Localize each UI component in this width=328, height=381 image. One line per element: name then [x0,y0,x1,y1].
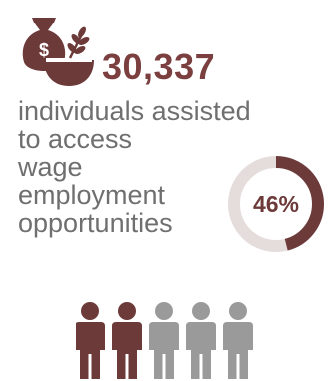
description-line: wage [18,152,83,182]
person-gray [223,302,253,379]
person-highlighted [76,302,105,379]
description-text: individuals assisted to access wage empl… [18,97,288,237]
donut-progress-arc [228,156,324,252]
person-gray [149,302,179,379]
description-line: to access [18,124,133,154]
money-bag-wheat-icon: $ [22,18,94,86]
percentage-label: 46% [252,190,300,217]
assisted-count: 30,337 [102,46,216,87]
person-gray [186,302,216,379]
description-line: individuals assisted [18,96,251,126]
description-line: employment [18,180,166,210]
person-highlighted [112,302,142,379]
svg-text:$: $ [39,40,49,60]
percentage-donut [228,156,324,252]
people-icon [76,302,253,379]
description-line: opportunities [18,208,173,238]
